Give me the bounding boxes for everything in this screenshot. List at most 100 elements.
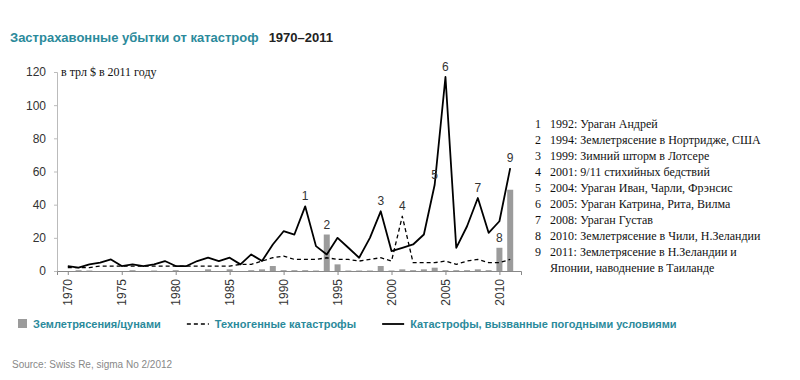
legend: Землетрясения/цунами Техногенные катастро… — [18, 318, 677, 330]
bar-series — [76, 190, 514, 271]
bar — [378, 266, 384, 271]
x-tick: 1980 — [169, 271, 183, 306]
y-tick: 100 — [26, 99, 57, 113]
solid-line — [68, 77, 510, 268]
annotation-list-line: 2008: Ураган Густав — [550, 213, 653, 227]
annotation-number: 8 — [496, 231, 503, 245]
legend-label: Катастрофы, вызванные погодными условиям… — [410, 318, 676, 330]
annotation-list-line: 2005: Ураган Катрина, Рита, Вилма — [550, 197, 731, 211]
legend-swatch — [382, 323, 404, 325]
annotation-list-line: 1999: Зимний шторм в Лотсере — [550, 149, 709, 163]
x-tick: 1975 — [115, 271, 129, 306]
legend-label: Техногенные катастрофы — [215, 318, 356, 330]
plot-marks — [68, 77, 513, 271]
y-tick-label: 0 — [39, 264, 46, 278]
x-tick-label: 1980 — [169, 279, 183, 306]
annotation-list-line: 2004: Ураган Иван, Чарли, Фрэнсис — [550, 181, 733, 195]
annotation-number: 2 — [323, 218, 330, 232]
x-tick-label: 1975 — [115, 279, 129, 306]
x-tick-label: 1970 — [61, 279, 75, 306]
bar — [421, 269, 427, 271]
bar — [119, 271, 125, 272]
chart-container: Застрахавонные убытки от катастроф1970–2… — [0, 0, 800, 380]
bar — [194, 271, 200, 272]
y-axis-line — [54, 73, 58, 272]
y-axis: 020406080100120 — [26, 65, 58, 278]
bar — [453, 270, 459, 271]
x-tick-mark — [230, 271, 231, 275]
legend-item: Катастрофы, вызванные погодными условиям… — [382, 318, 676, 330]
annotation-list-line: 2011: Землетрясение в Н.Зеландии и — [550, 245, 737, 259]
chart-title: Застрахавонные убытки от катастроф1970–2… — [10, 30, 333, 45]
bar — [464, 270, 470, 271]
annotations: 123456789 — [302, 60, 514, 245]
annotation-list-text: 1994: Землетрясение в Нортридже, США — [550, 133, 761, 147]
annotation-list-text: 1999: Зимний шторм в Лотсере — [550, 149, 709, 163]
bar — [237, 271, 243, 272]
bar — [162, 271, 168, 272]
y-tick-mark — [54, 72, 57, 73]
y-tick-label: 120 — [26, 65, 46, 79]
annotation-list-number: 9 — [535, 245, 541, 259]
bar — [367, 270, 373, 271]
annotation-list-text: 1992: Ураган Андрей — [550, 117, 658, 131]
legend-item: Техногенные катастрофы — [187, 318, 356, 330]
x-tick-mark — [284, 271, 285, 275]
x-tick: 1985 — [223, 271, 237, 306]
y-tick-mark — [54, 172, 57, 173]
x-tick: 2005 — [439, 271, 453, 306]
x-tick-label: 1985 — [223, 279, 237, 306]
annotation-list-text: 2008: Ураган Густав — [550, 213, 653, 227]
y-tick: 80 — [33, 132, 57, 146]
bar — [227, 269, 233, 271]
annotation-list-line: 1992: Ураган Андрей — [550, 117, 658, 131]
bar — [86, 270, 92, 271]
bar — [442, 270, 448, 271]
bar — [76, 270, 82, 271]
legend-label: Землетрясения/цунами — [33, 318, 161, 330]
bar — [302, 270, 308, 271]
annotation-list-line: 2010: Землетрясение в Чили, Н.Зеландии — [550, 229, 761, 243]
annotation-list-number: 5 — [535, 181, 541, 195]
x-tick-label: 2000 — [385, 279, 399, 306]
bar — [410, 270, 416, 271]
bar — [270, 266, 276, 271]
x-tick: 1970 — [61, 271, 75, 306]
annotation-number: 1 — [302, 189, 309, 203]
annotation-list-line: Японии, наводнение в Таиланде — [550, 261, 714, 275]
annotation-number: 3 — [377, 194, 384, 208]
x-tick-label: 1995 — [331, 279, 345, 306]
title-text: Застрахавонные убытки от катастроф — [10, 30, 259, 45]
x-axis-line — [58, 272, 522, 276]
bar — [205, 269, 211, 271]
y-tick-label: 80 — [33, 132, 47, 146]
bar — [65, 271, 71, 272]
y-tick: 20 — [33, 231, 57, 245]
x-tick: 2000 — [385, 271, 399, 306]
bar — [151, 270, 157, 271]
annotation-list-number: 1 — [535, 117, 541, 131]
annotation-list-number: 6 — [535, 197, 541, 211]
x-tick-mark — [68, 271, 69, 275]
x-tick-label: 1990 — [277, 279, 291, 306]
annotation-number: 9 — [507, 151, 514, 165]
x-tick-label: 2005 — [439, 279, 453, 306]
annotation-list-number: 3 — [535, 149, 541, 163]
annotation-number: 5 — [431, 168, 438, 182]
annotation-list-text: 2004: Ураган Иван, Чарли, Фрэнсис — [550, 181, 733, 195]
x-tick: 1995 — [331, 271, 345, 306]
y-tick-mark — [54, 205, 57, 206]
annotation-list-number: 2 — [535, 133, 541, 147]
annotation-number: 7 — [474, 181, 481, 195]
y-tick-label: 60 — [33, 165, 47, 179]
x-tick: 1990 — [277, 271, 291, 306]
bar — [507, 190, 513, 271]
bar — [130, 270, 136, 271]
bar — [345, 270, 351, 271]
annotation-number: 4 — [399, 199, 406, 213]
annotation-list-line: 2001: 9/11 стихийных бедствий — [550, 165, 710, 179]
bar — [281, 270, 287, 271]
annotation-list-number: 8 — [535, 229, 541, 243]
y-tick-mark — [54, 138, 57, 139]
x-tick-label: 2010 — [493, 279, 507, 306]
